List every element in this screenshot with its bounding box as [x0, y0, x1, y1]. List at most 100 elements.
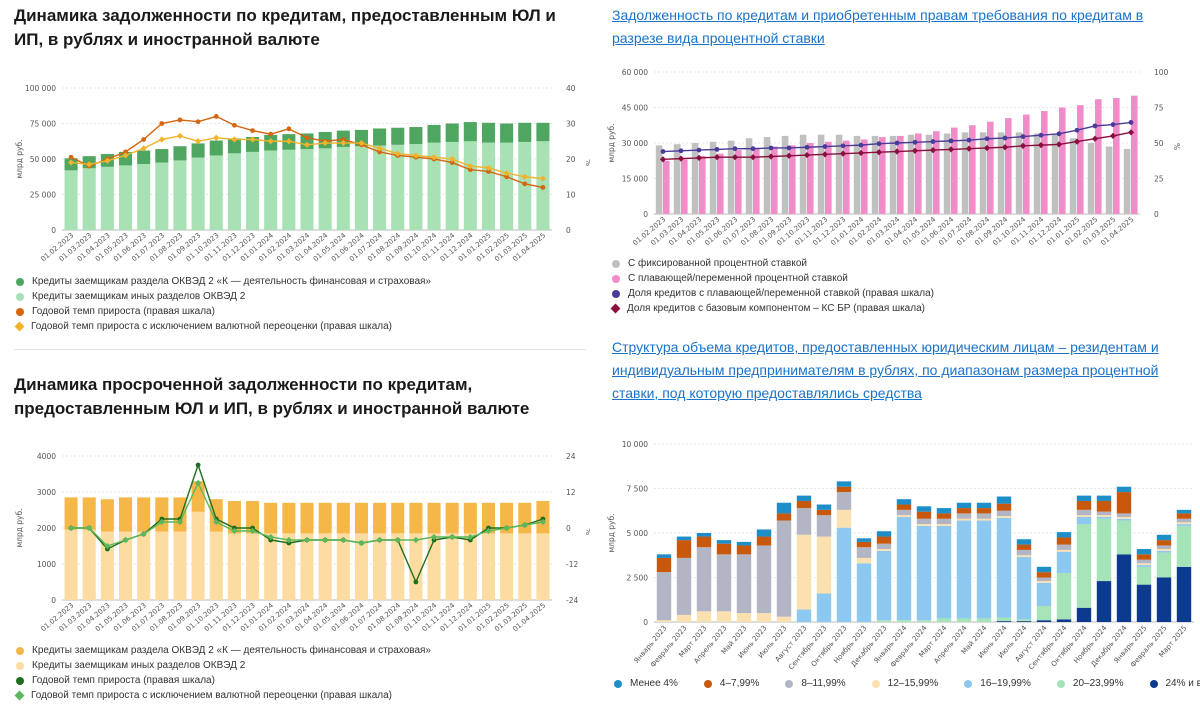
legend-item[interactable]: Доля кредитов с базовым компонентом – КС…	[610, 301, 934, 316]
bar	[915, 133, 922, 214]
bar	[209, 140, 223, 156]
bar	[155, 162, 169, 230]
bar	[1036, 582, 1052, 606]
legend-item[interactable]: Годовой темп прироста (правая шкала)	[16, 304, 431, 319]
bar	[1156, 545, 1172, 550]
bar	[1136, 566, 1152, 585]
bar	[936, 508, 952, 514]
legend-item[interactable]: С фиксированной процентной ставкой	[612, 256, 934, 271]
bar	[889, 135, 897, 214]
legend-item[interactable]: Годовой темп прироста с исключением валю…	[14, 688, 431, 703]
y2-tick-label: 0	[1154, 210, 1159, 219]
point	[413, 579, 419, 585]
legend-item[interactable]: Доля кредитов с плавающей/переменной ста…	[612, 286, 934, 301]
bar	[137, 163, 151, 230]
chart4-title-link[interactable]: Структура объема кредитов, предоставленн…	[612, 339, 1159, 401]
bar	[656, 620, 672, 622]
bar	[1156, 552, 1172, 578]
bar	[836, 486, 852, 493]
legend-item[interactable]: 24% и выше	[1149, 678, 1200, 689]
bar	[716, 540, 732, 544]
y-tick-label: 7 500	[627, 485, 649, 494]
bar	[481, 533, 496, 600]
legend-item[interactable]: Кредиты заемщикам раздела ОКВЭД 2 «К — д…	[16, 274, 431, 289]
bar	[956, 513, 972, 519]
bar	[191, 157, 205, 230]
bar	[936, 525, 952, 619]
bar	[137, 497, 151, 532]
legend-item[interactable]: 20–23,99%	[1056, 678, 1124, 689]
legend-item[interactable]: 16–19,99%	[964, 678, 1031, 689]
bar	[876, 543, 892, 550]
legend-swatch	[16, 277, 24, 286]
bar	[64, 529, 78, 600]
point	[1056, 131, 1062, 137]
bar	[300, 533, 314, 600]
bar	[843, 140, 850, 214]
bar	[1036, 577, 1052, 582]
bar	[1036, 581, 1052, 583]
bar	[856, 547, 872, 558]
bar	[1016, 619, 1032, 622]
y-tick-label: 45 000	[622, 104, 648, 113]
bar	[1056, 551, 1072, 574]
bar	[676, 536, 692, 541]
legend-item[interactable]: Годовой темп прироста (правая шкала)	[16, 673, 431, 688]
bar	[354, 146, 368, 230]
legend-item[interactable]: 8–11,99%	[785, 678, 846, 689]
bar	[987, 121, 994, 214]
bar	[373, 145, 387, 230]
bar	[996, 516, 1012, 518]
bar	[943, 133, 951, 214]
bar	[896, 515, 912, 517]
bar	[1059, 107, 1066, 214]
point	[504, 174, 510, 180]
bar	[1036, 605, 1052, 621]
bar	[1116, 486, 1132, 493]
legend-item[interactable]: Кредиты заемщикам иных разделов ОКВЭД 2	[16, 658, 431, 673]
bar	[445, 123, 459, 142]
legend-item[interactable]: Кредиты заемщикам раздела ОКВЭД 2 «К — д…	[16, 643, 431, 658]
legend-item[interactable]: Кредиты заемщикам иных разделов ОКВЭД 2	[16, 289, 431, 304]
y2-tick-label: 100	[1154, 68, 1169, 77]
bar	[696, 547, 712, 612]
bar	[876, 549, 892, 551]
legend-item[interactable]: 12–15,99%	[871, 678, 938, 689]
legend-label: 4–7,99%	[719, 678, 760, 689]
chart2-title-link[interactable]: Задолженность по кредитам и приобретенны…	[612, 7, 1144, 46]
point	[268, 131, 274, 137]
legend-item[interactable]: С плавающей/переменной процентной ставко…	[612, 271, 934, 286]
bar	[1105, 146, 1113, 214]
bar	[500, 533, 514, 600]
legend-item[interactable]: Менее 4%	[614, 678, 678, 689]
bar	[191, 511, 205, 600]
bar	[896, 509, 912, 516]
bar	[673, 144, 681, 214]
y-tick-label: 50 000	[30, 155, 56, 164]
legend-item[interactable]: Годовой темп прироста с исключением валю…	[14, 319, 431, 334]
point	[194, 138, 202, 145]
bar	[1176, 525, 1192, 567]
bar	[518, 502, 532, 534]
bar	[1096, 500, 1112, 512]
bar	[916, 518, 932, 525]
bar	[1033, 133, 1041, 214]
point	[249, 136, 256, 143]
y2-tick-label: 40	[566, 84, 576, 93]
bar	[1016, 539, 1032, 545]
legend-item[interactable]: 4–7,99%	[703, 678, 760, 689]
bar	[336, 502, 350, 534]
point	[678, 148, 684, 154]
bar	[1051, 134, 1059, 214]
bar	[817, 134, 825, 214]
point	[213, 134, 220, 141]
y2-tick-label: -24	[566, 596, 578, 605]
bar	[756, 613, 772, 622]
bar	[500, 502, 514, 534]
legend-swatch	[785, 679, 794, 688]
y2-tick-label: 0	[566, 524, 571, 533]
point	[195, 462, 201, 468]
y2-tick-label: 10	[566, 191, 576, 200]
bar	[1056, 537, 1072, 545]
point	[521, 521, 528, 529]
